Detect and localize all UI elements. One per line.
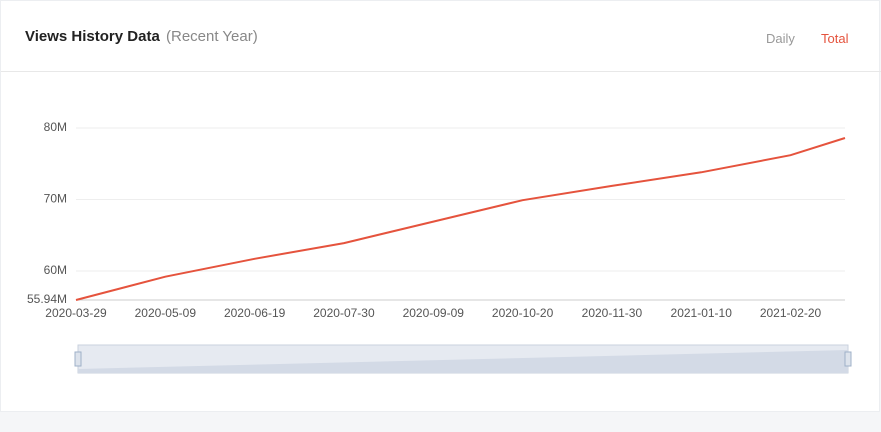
- x-tick-label: 2020-05-09: [135, 306, 197, 320]
- header: Views History Data (Recent Year) Daily T…: [1, 1, 881, 72]
- subtitle: (Recent Year): [166, 28, 258, 45]
- y-tick-label: 55.94M: [27, 292, 67, 306]
- chart: 55.94M 60M 70M 80M 2020-03-29 2020-05-09 2020-…: [27, 120, 852, 374]
- y-tick-label: 60M: [44, 263, 67, 277]
- x-tick-label: 2020-07-30: [313, 306, 375, 320]
- tab-total[interactable]: Total: [821, 31, 849, 46]
- card: Views History Data (Recent Year) Daily T…: [0, 0, 881, 412]
- slider-handle[interactable]: [74, 351, 82, 367]
- x-tick-label: 2020-09-09: [403, 306, 465, 320]
- x-tick-label: 2020-10-20: [492, 306, 554, 320]
- slider-handle[interactable]: [844, 351, 852, 367]
- x-tick-label: 2021-02-20: [760, 306, 822, 320]
- y-tick-label: 70M: [44, 192, 67, 206]
- zoom-slider[interactable]: [74, 344, 852, 374]
- tab-daily[interactable]: Daily: [766, 31, 795, 46]
- line: [75, 137, 846, 301]
- title: Views History Data: [25, 28, 160, 45]
- x-tick-label: 2021-01-10: [671, 306, 733, 320]
- y-tick-label: 80M: [44, 120, 67, 134]
- x-tick-label: 2020-03-29: [45, 306, 107, 320]
- x-tick-label: 2020-06-19: [224, 306, 286, 320]
- x-tick-label: 2020-11-30: [582, 306, 643, 320]
- slider-preview: [78, 350, 848, 373]
